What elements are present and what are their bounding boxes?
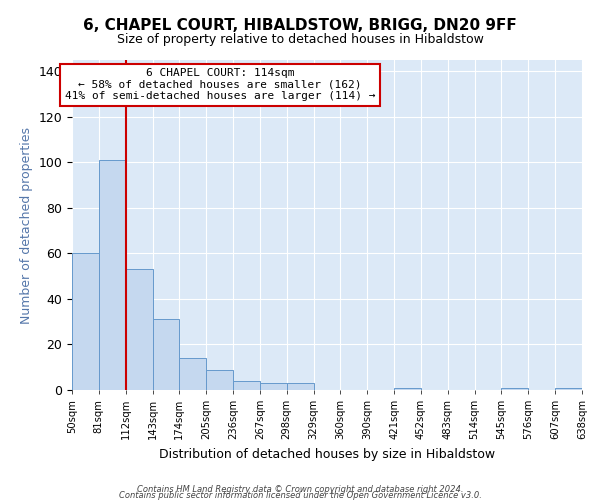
Bar bbox=[233, 381, 260, 390]
Bar bbox=[555, 388, 582, 390]
Text: Contains HM Land Registry data © Crown copyright and database right 2024.: Contains HM Land Registry data © Crown c… bbox=[137, 485, 463, 494]
Text: Contains public sector information licensed under the Open Government Licence v3: Contains public sector information licen… bbox=[119, 490, 481, 500]
Bar bbox=[394, 388, 421, 390]
Text: 6, CHAPEL COURT, HIBALDSTOW, BRIGG, DN20 9FF: 6, CHAPEL COURT, HIBALDSTOW, BRIGG, DN20… bbox=[83, 18, 517, 32]
Bar bbox=[125, 270, 152, 390]
Bar bbox=[287, 383, 314, 390]
Bar bbox=[72, 254, 99, 390]
X-axis label: Distribution of detached houses by size in Hibaldstow: Distribution of detached houses by size … bbox=[159, 448, 495, 460]
Bar bbox=[206, 370, 233, 390]
Bar bbox=[502, 388, 529, 390]
Text: 6 CHAPEL COURT: 114sqm
← 58% of detached houses are smaller (162)
41% of semi-de: 6 CHAPEL COURT: 114sqm ← 58% of detached… bbox=[65, 68, 375, 102]
Bar bbox=[99, 160, 125, 390]
Bar bbox=[179, 358, 206, 390]
Text: Size of property relative to detached houses in Hibaldstow: Size of property relative to detached ho… bbox=[116, 32, 484, 46]
Y-axis label: Number of detached properties: Number of detached properties bbox=[20, 126, 33, 324]
Bar bbox=[152, 320, 179, 390]
Bar bbox=[260, 383, 287, 390]
